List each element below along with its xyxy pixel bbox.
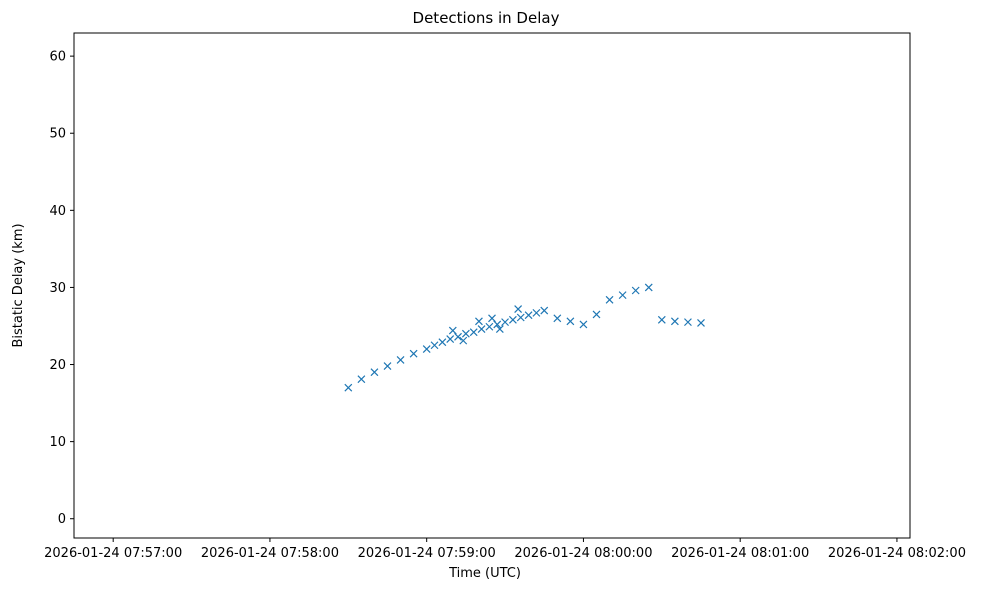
data-point [438, 338, 447, 347]
data-point [493, 320, 502, 329]
y-tick-label: 30 [49, 281, 66, 296]
data-point [459, 336, 468, 345]
data-point [448, 326, 457, 335]
data-points [344, 283, 705, 392]
y-tick-label: 20 [49, 358, 66, 373]
data-point [524, 311, 533, 320]
y-tick-label: 40 [49, 204, 66, 219]
data-point [566, 317, 575, 326]
data-point [357, 375, 366, 384]
data-point [514, 305, 523, 313]
data-point [485, 322, 494, 331]
y-tick-label: 50 [49, 127, 66, 142]
data-point [446, 335, 455, 344]
data-point [644, 283, 653, 292]
x-tick-label: 2026-01-24 07:58:00 [201, 546, 339, 561]
data-point [396, 355, 405, 364]
data-point [422, 345, 431, 354]
chart-title: Detections in Delay [413, 9, 560, 27]
y-tick-label: 10 [49, 435, 66, 450]
x-axis-ticks: 2026-01-24 07:57:00 2026-01-24 07:58:00 20… [44, 538, 966, 561]
data-point [516, 313, 525, 322]
data-point [631, 286, 640, 295]
data-point [657, 315, 666, 324]
y-axis-label: Bistatic Delay (km) [11, 223, 26, 347]
data-point [488, 314, 496, 323]
plot-area [73, 32, 911, 539]
data-point [532, 308, 541, 317]
data-point [370, 368, 379, 377]
y-tick-label: 60 [49, 50, 66, 65]
data-point [501, 318, 509, 327]
data-point [579, 320, 588, 329]
data-point [618, 291, 627, 300]
data-point [508, 315, 517, 324]
data-point [477, 325, 486, 333]
x-tick-label: 2026-01-24 08:02:00 [828, 546, 966, 561]
data-point [475, 317, 483, 326]
x-tick-label: 2026-01-24 07:59:00 [358, 546, 496, 561]
data-point [553, 314, 562, 323]
data-point [461, 329, 470, 338]
data-point [697, 318, 705, 327]
data-point [430, 341, 439, 350]
data-point [592, 310, 601, 319]
x-tick-label: 2026-01-24 08:01:00 [671, 546, 809, 561]
data-point [383, 362, 392, 370]
data-point [344, 383, 353, 392]
data-point [605, 295, 614, 304]
data-point [495, 325, 504, 333]
data-point [409, 349, 418, 358]
data-point [684, 318, 692, 327]
y-tick-label: 0 [58, 512, 66, 527]
x-tick-label: 2026-01-24 07:57:00 [44, 546, 182, 561]
data-point [540, 306, 549, 315]
data-point [454, 332, 462, 341]
data-point [670, 317, 679, 326]
data-point [469, 328, 478, 337]
y-axis-ticks: 0 10 20 30 40 50 60 [49, 50, 74, 527]
x-axis-label: Time (UTC) [448, 566, 521, 581]
x-tick-label: 2026-01-24 08:00:00 [514, 546, 652, 561]
